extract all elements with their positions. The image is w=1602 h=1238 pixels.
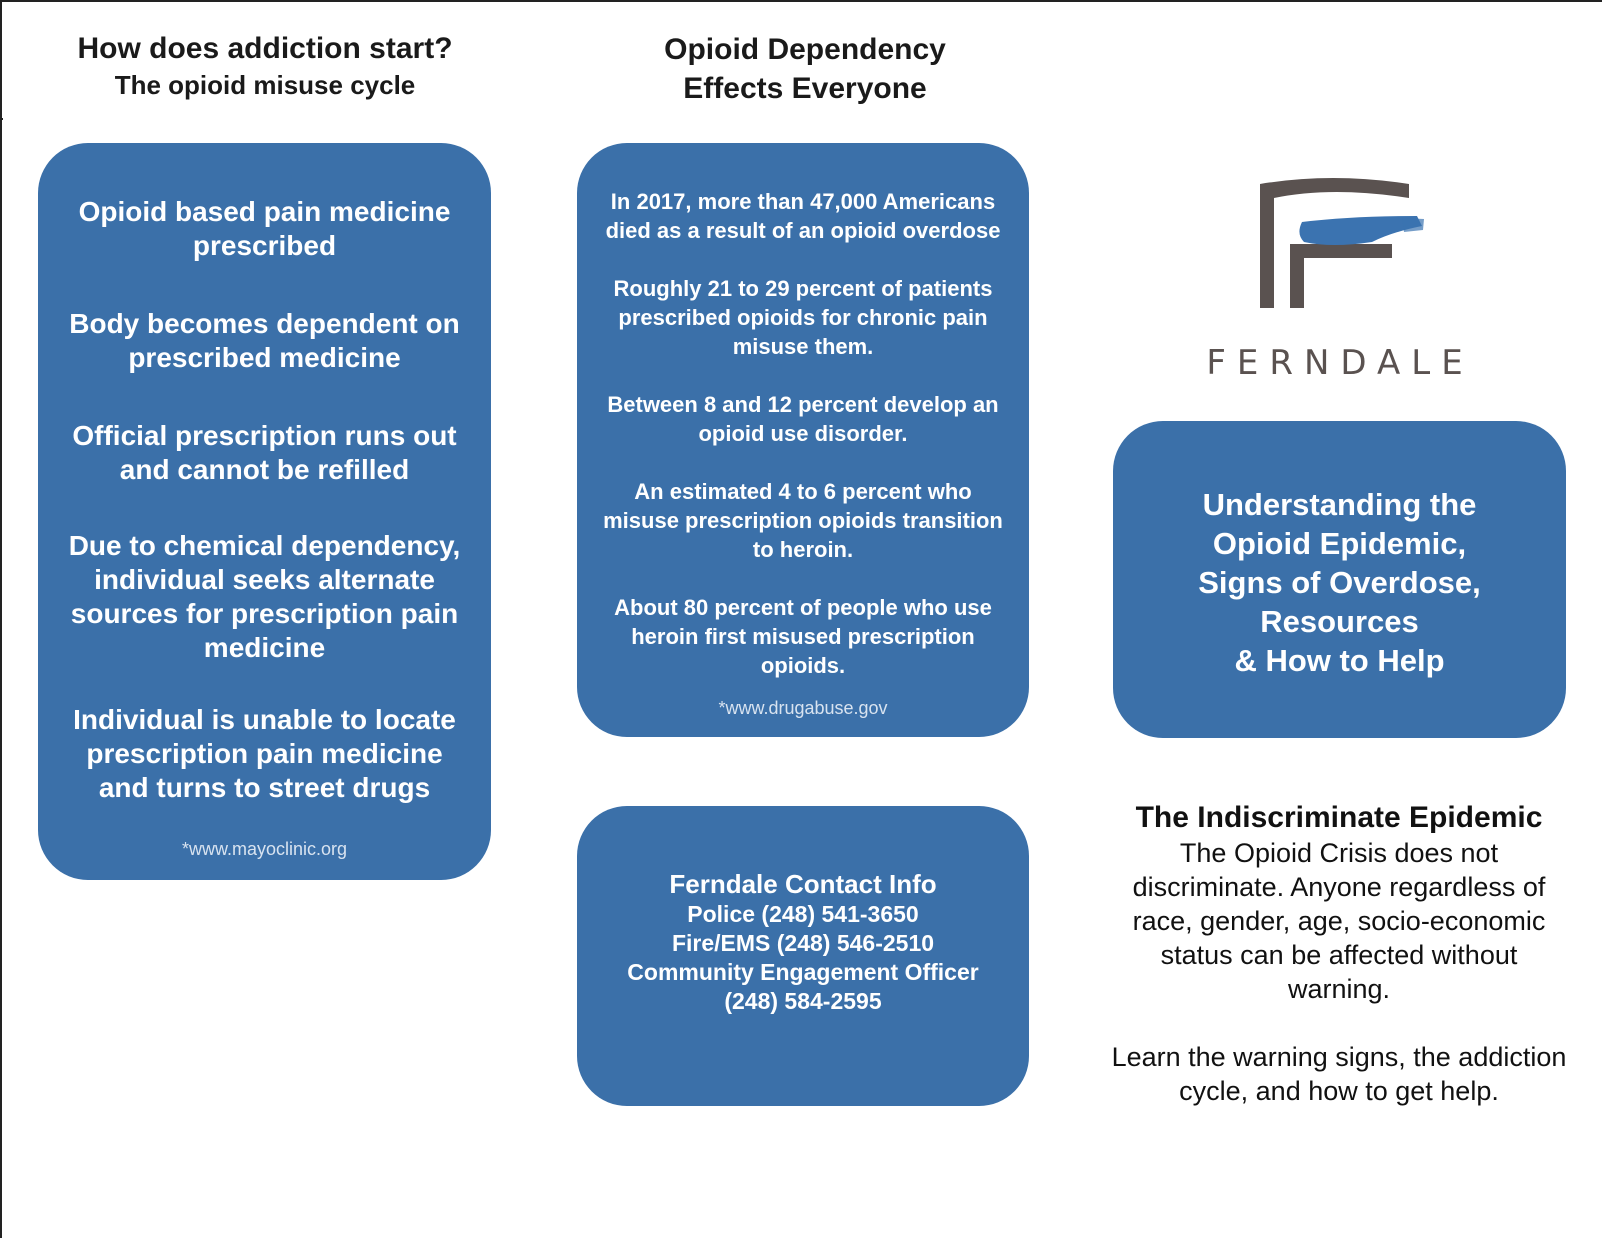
contact-info-panel: Ferndale Contact Info Police (248) 541-3… — [577, 806, 1029, 1106]
contact-title: Ferndale Contact Info — [669, 869, 937, 899]
brochure-title-panel: Understanding the Opioid Epidemic, Signs… — [1113, 421, 1566, 738]
community-officer-label: Community Engagement Officer — [627, 959, 979, 985]
epidemic-call-to-action: Learn the warning signs, the addiction c… — [1111, 1042, 1567, 1106]
cycle-step: Opioid based pain medicine prescribed — [78, 196, 451, 261]
stat-item: Between 8 and 12 percent develop an opio… — [607, 392, 999, 446]
dependency-title-line1: Opioid Dependency — [664, 33, 946, 66]
community-officer-phone: (248) 584-2595 — [724, 988, 882, 1014]
title-line: & How to Help — [1234, 643, 1445, 678]
cycle-step: Individual is unable to locate prescript… — [73, 704, 456, 803]
misuse-cycle-subtitle: The opioid misuse cycle — [114, 70, 416, 100]
stat-item: Roughly 21 to 29 percent of patients pre… — [613, 276, 993, 359]
addiction-start-title: How does addiction start? — [77, 32, 453, 65]
drugabuse-source: *www.drugabuse.gov — [718, 698, 888, 718]
fold-mark — [0, 118, 3, 120]
title-line: Understanding the — [1202, 487, 1477, 522]
stat-item: About 80 percent of people who use heroi… — [614, 595, 992, 678]
title-line: Opioid Epidemic, — [1212, 526, 1467, 561]
title-line: Resources — [1260, 604, 1419, 639]
addiction-start-heading: How does addiction start? The opioid mis… — [40, 30, 490, 102]
epidemic-description: The Opioid Crisis does not discriminate.… — [1132, 838, 1546, 1004]
stat-item: An estimated 4 to 6 percent who misuse p… — [603, 479, 1003, 562]
ferndale-wordmark: FERNDALE — [1206, 343, 1474, 383]
indiscriminate-epidemic-section: The Indiscriminate Epidemic The Opioid C… — [1108, 800, 1570, 1108]
epidemic-title: The Indiscriminate Epidemic — [1135, 801, 1543, 834]
title-line: Signs of Overdose, — [1198, 565, 1481, 600]
police-phone: Police (248) 541-3650 — [687, 901, 919, 927]
opioid-stats-panel: In 2017, more than 47,000 Americans died… — [577, 143, 1029, 737]
dependency-title-line2: Effects Everyone — [683, 72, 927, 105]
page-border-left — [0, 0, 2, 1238]
dependency-heading: Opioid Dependency Effects Everyone — [580, 30, 1030, 108]
cycle-step: Official prescription runs out and canno… — [72, 420, 457, 485]
misuse-cycle-panel: Opioid based pain medicine prescribed Bo… — [38, 143, 491, 880]
stat-item: In 2017, more than 47,000 Americans died… — [605, 189, 1001, 243]
cycle-step: Due to chemical dependency, individual s… — [68, 530, 461, 663]
mayoclinic-source: *www.mayoclinic.org — [181, 839, 348, 859]
ferndale-logo-icon — [1260, 178, 1424, 308]
page-border-top — [0, 0, 1602, 2]
cycle-step: Body becomes dependent on prescribed med… — [69, 308, 460, 373]
fire-ems-phone: Fire/EMS (248) 546-2510 — [671, 930, 935, 956]
